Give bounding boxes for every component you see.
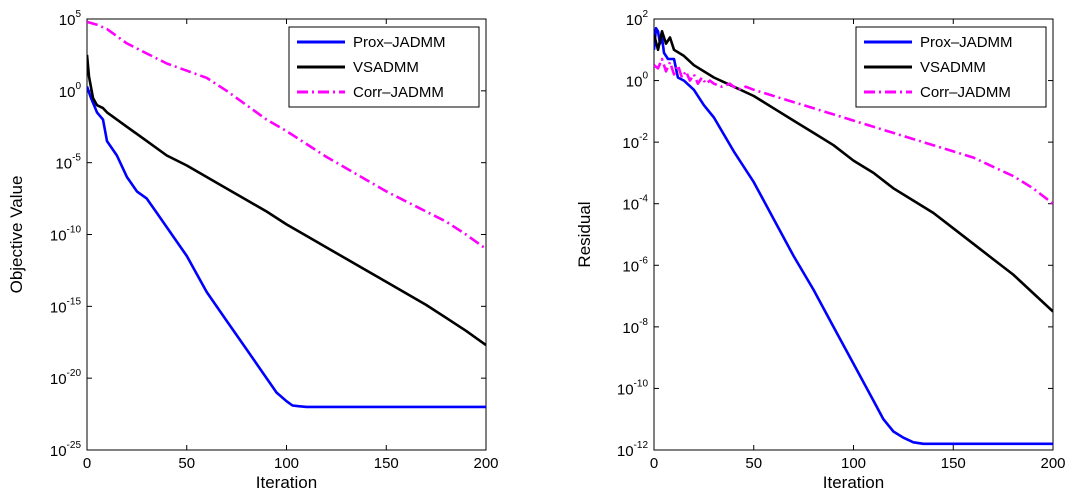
y-tick-label: 10-10 [50, 225, 82, 245]
y-tick-label: 10-8 [622, 317, 648, 337]
x-tick-label: 0 [650, 455, 658, 472]
x-tick-label: 150 [374, 455, 399, 472]
legend-label: VSADMM [920, 59, 986, 76]
y-tick-label: 100 [626, 71, 649, 91]
chart-1: 0 50 100 150 200 105 100 10-5 10-10 10-15 10-20 10-… [7, 9, 499, 492]
legend-label: VSADMM [353, 59, 419, 76]
y-tick-label: 10-10 [617, 378, 649, 398]
x-tick-label: 50 [745, 455, 762, 472]
chart-2: 0 50 100 150 200 102 100 10-2 10-4 10-6 10-8 10-10 1… [575, 9, 1066, 492]
x-tick-label: 100 [841, 455, 866, 472]
y-tick-label: 10-15 [50, 296, 82, 316]
y-tick-label: 10-20 [50, 368, 82, 388]
y-tick-label: 10-4 [622, 194, 648, 214]
y-axis-title: Residual [575, 201, 594, 267]
legend-label: Corr–JADMM [353, 84, 444, 101]
x-tick-label: 150 [941, 455, 966, 472]
series-line-1 [654, 26, 1053, 446]
x-tick-label: 200 [1040, 455, 1065, 472]
legend-label: Prox–JADMM [920, 34, 1013, 51]
y-tick-label: 10-5 [55, 153, 81, 173]
series-line-3 [654, 57, 1053, 205]
x-axis-title: Iteration [256, 473, 317, 492]
y-axis-title: Objective Value [7, 176, 26, 294]
series-line-1 [87, 86, 486, 409]
legend-label: Prox–JADMM [353, 34, 446, 51]
series-line-2 [654, 29, 1053, 313]
legend-label: Corr–JADMM [920, 84, 1011, 101]
y-tick-label: 10-6 [622, 255, 648, 275]
legend: Prox–JADMM VSADMM Corr–JADMM [288, 26, 480, 108]
x-tick-label: 50 [178, 455, 195, 472]
series-line-3 [87, 20, 486, 250]
y-tick-label: 10-25 [50, 440, 82, 460]
y-tick-label: 10-2 [622, 132, 648, 152]
x-tick-label: 100 [274, 455, 299, 472]
y-tick-label: 105 [59, 9, 82, 29]
legend: Prox–JADMM VSADMM Corr–JADMM [855, 26, 1047, 108]
y-tick-label: 100 [59, 81, 82, 101]
y-tick-label: 102 [626, 9, 649, 29]
x-tick-label: 200 [473, 455, 498, 472]
x-tick-label: 0 [83, 455, 91, 472]
series-line-2 [87, 54, 486, 347]
x-axis-title: Iteration [823, 473, 884, 492]
y-tick-label: 10-12 [617, 440, 649, 460]
